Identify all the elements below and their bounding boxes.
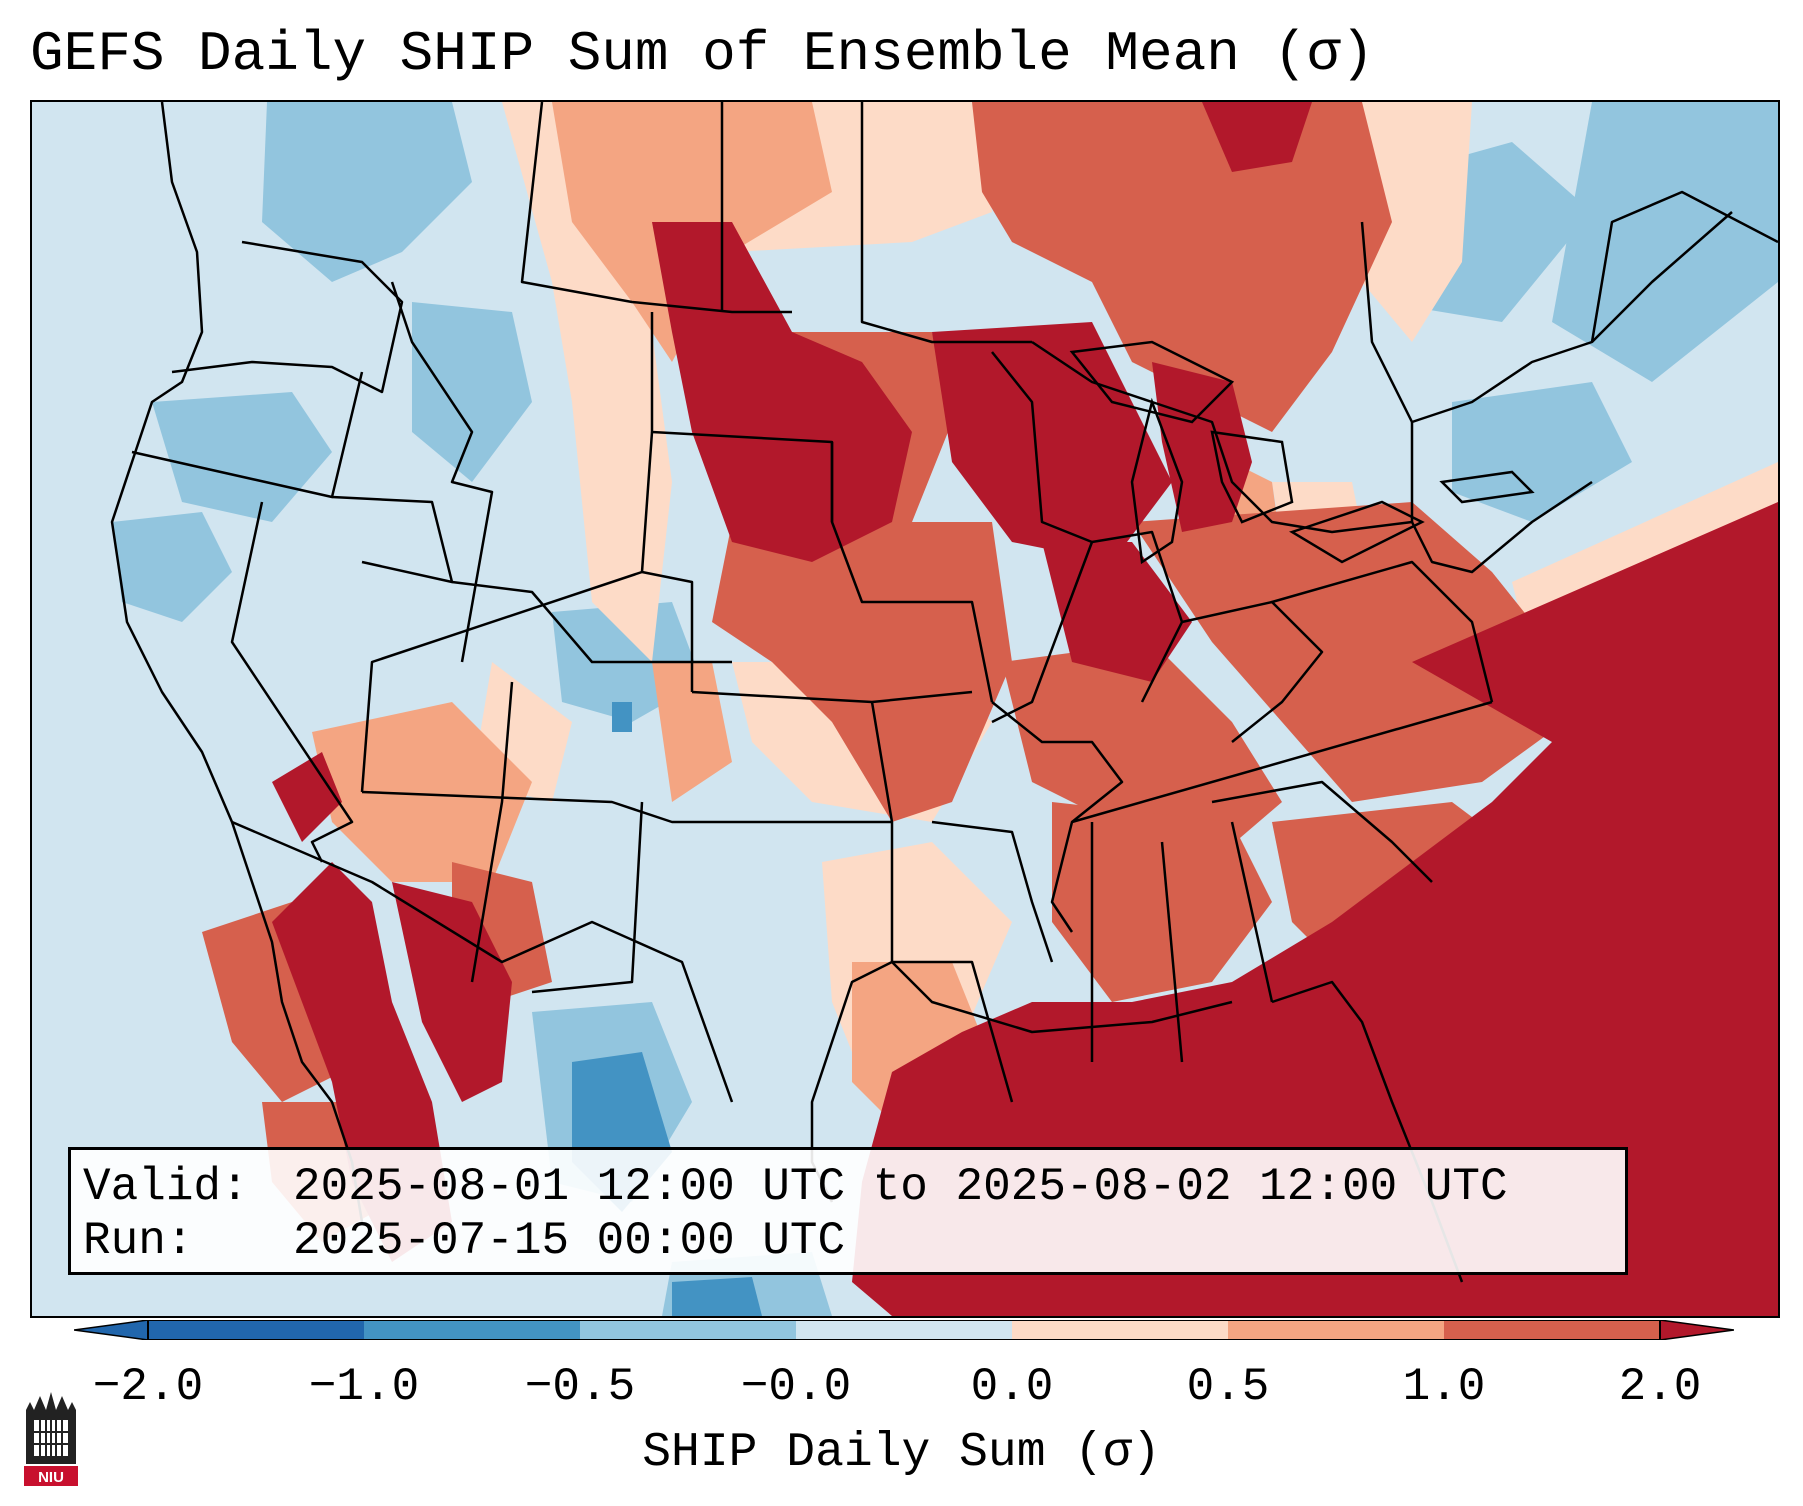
colorbar-segment [580,1320,796,1340]
svg-text:NIU: NIU [38,1469,64,1486]
colorbar-tick: −2.0 [92,1361,204,1413]
colorbar-segment [364,1320,580,1340]
valid-value: 2025-08-01 12:00 UTC to 2025-08-02 12:00… [293,1161,1508,1213]
colorbar-segment [1228,1320,1444,1340]
run-label: Run: [83,1215,194,1267]
colorbar-tick: 0.5 [1186,1361,1270,1413]
colorbar-title: SHIP Daily Sum (σ) [642,1426,1161,1480]
colorbar-tick: 1.0 [1402,1361,1486,1413]
valid-row: Valid: 2025-08-01 12:00 UTC to 2025-08-02… [83,1160,1613,1214]
colorbar-segment [148,1320,364,1340]
colorbar-segment [1012,1320,1228,1340]
colorbar [74,1320,1734,1340]
map-title: GEFS Daily SHIP Sum of Ensemble Mean (σ) [30,22,1375,86]
colorbar-tick: −1.0 [308,1361,420,1413]
great-lakes [1069,340,1535,565]
colorbar-extend-low [74,1320,149,1340]
colorbar-tick: −0.5 [524,1361,636,1413]
colorbar-tick: 2.0 [1618,1361,1702,1413]
strong-positive-regions [272,102,1778,1316]
colorbar-segment [796,1320,1012,1340]
valid-label: Valid: [83,1161,249,1213]
run-value: 2025-07-15 00:00 UTC [293,1215,846,1267]
run-row: Run: 2025-07-15 00:00 UTC [83,1214,1613,1268]
colorbar-tick: 0.0 [970,1361,1054,1413]
map-panel: Valid: 2025-08-01 12:00 UTC to 2025-08-02… [30,100,1780,1318]
boundary-lines [110,102,1778,1283]
colorbar-tick: −0.0 [740,1361,852,1413]
valid-run-info-box: Valid: 2025-08-01 12:00 UTC to 2025-08-02… [68,1147,1628,1275]
colorbar-segment [1444,1320,1660,1340]
niu-logo-icon: NIU [24,1392,78,1486]
colorbar-tick-labels: −2.0 −1.0 −0.5 −0.0 0.0 0.5 1.0 2.0 [0,1360,1803,1420]
ship-anomaly-map [32,102,1778,1316]
colorbar-extend-high [1659,1320,1734,1340]
